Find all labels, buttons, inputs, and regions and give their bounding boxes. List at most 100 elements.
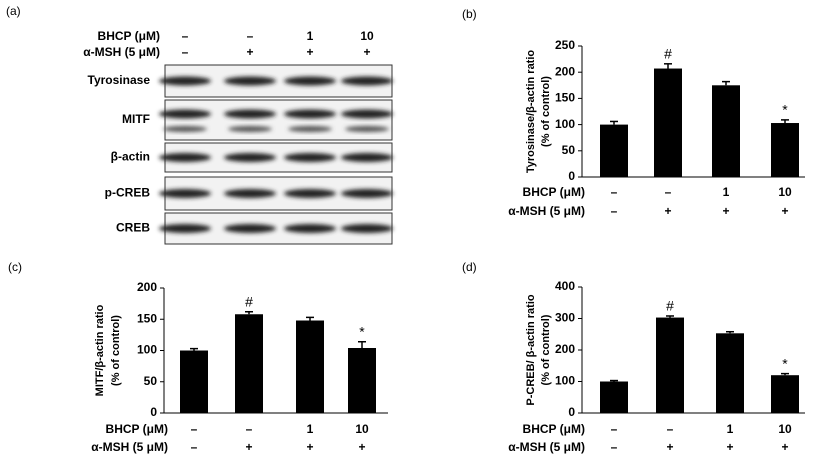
blot-band bbox=[341, 189, 393, 198]
treatment-value: + bbox=[246, 45, 253, 59]
panel-label: (d) bbox=[462, 260, 477, 274]
blot-band bbox=[284, 153, 336, 162]
treatment-value: 10 bbox=[360, 29, 374, 43]
treatment-value: 1 bbox=[723, 185, 730, 199]
blot-box bbox=[164, 99, 393, 141]
treatment-label: BHCP (μM) bbox=[523, 422, 585, 436]
y-tick-label: 200 bbox=[555, 64, 575, 78]
blot-band bbox=[163, 126, 207, 132]
treatment-value: – bbox=[611, 422, 618, 436]
bar bbox=[235, 314, 263, 413]
blot-band bbox=[159, 109, 211, 119]
band-label: MITF bbox=[122, 112, 150, 126]
treatment-label: α-MSH (5 μM) bbox=[508, 204, 585, 218]
treatment-value: – bbox=[191, 422, 198, 436]
panel-label: (c) bbox=[8, 260, 22, 274]
blot-band bbox=[224, 109, 276, 119]
significance-marker: * bbox=[782, 102, 788, 118]
y-tick-label: 0 bbox=[568, 169, 575, 183]
significance-marker: # bbox=[664, 46, 672, 62]
treatment-label: α-MSH (5 μM) bbox=[91, 440, 168, 454]
bar bbox=[771, 375, 799, 413]
treatment-value: 1 bbox=[727, 422, 734, 436]
blot-band bbox=[284, 109, 336, 119]
treatment-value: 10 bbox=[778, 422, 792, 436]
treatment-value: – bbox=[246, 422, 253, 436]
band-label: β-actin bbox=[111, 150, 150, 164]
treatment-value: + bbox=[664, 204, 671, 218]
y-tick-label: 0 bbox=[568, 405, 575, 419]
treatment-value: – bbox=[665, 185, 672, 199]
treatment-value: + bbox=[726, 440, 733, 454]
blot-band bbox=[224, 153, 276, 162]
blot-band bbox=[284, 76, 336, 86]
treatment-value: + bbox=[245, 440, 252, 454]
treatment-value: – bbox=[667, 422, 674, 436]
treatment-value: – bbox=[611, 185, 618, 199]
y-axis-label: (% of control) bbox=[110, 315, 122, 386]
blot-band bbox=[224, 76, 276, 86]
y-axis-label: Tyrosinase/β-actin ratio bbox=[525, 50, 537, 174]
blot-band bbox=[288, 126, 332, 132]
band-label: p-CREB bbox=[105, 186, 151, 200]
treatment-label: BHCP (μM) bbox=[98, 29, 160, 43]
treatment-label: BHCP (μM) bbox=[523, 185, 585, 199]
y-axis-label: MITF/β-actin ratio bbox=[94, 304, 106, 396]
y-axis-label: (% of control) bbox=[540, 76, 552, 147]
blot-band bbox=[341, 109, 393, 119]
panel-label: (b) bbox=[462, 7, 477, 21]
blot-band bbox=[228, 126, 272, 132]
significance-marker: # bbox=[666, 298, 674, 314]
blot-band bbox=[345, 126, 389, 132]
bar bbox=[600, 381, 628, 413]
y-tick-label: 400 bbox=[555, 279, 575, 293]
blot-band bbox=[224, 189, 276, 198]
treatment-value: + bbox=[306, 45, 313, 59]
bar bbox=[712, 85, 740, 177]
treatment-value: – bbox=[182, 45, 189, 59]
y-tick-label: 200 bbox=[555, 342, 575, 356]
y-tick-label: 300 bbox=[555, 311, 575, 325]
bar bbox=[600, 124, 628, 177]
treatment-value: – bbox=[182, 29, 189, 43]
treatment-value: + bbox=[363, 45, 370, 59]
blot-band bbox=[159, 189, 211, 198]
treatment-value: + bbox=[666, 440, 673, 454]
band-label: Tyrosinase bbox=[88, 73, 151, 87]
blot-band bbox=[159, 76, 211, 86]
band-label: CREB bbox=[116, 221, 150, 235]
significance-marker: # bbox=[245, 293, 253, 309]
y-tick-label: 150 bbox=[555, 91, 575, 105]
blot-band bbox=[159, 224, 211, 233]
y-tick-label: 200 bbox=[137, 280, 157, 294]
y-axis-label: (% of control) bbox=[540, 314, 552, 385]
y-tick-label: 100 bbox=[137, 343, 157, 357]
bar bbox=[296, 320, 324, 413]
treatment-value: – bbox=[247, 29, 254, 43]
bar bbox=[656, 317, 684, 413]
y-axis-label: P-CREB/ β-actin ratio bbox=[525, 294, 537, 406]
treatment-value: + bbox=[358, 440, 365, 454]
blot-band bbox=[159, 153, 211, 162]
bar bbox=[654, 68, 682, 177]
treatment-value: + bbox=[781, 440, 788, 454]
bar bbox=[180, 350, 208, 413]
bar bbox=[348, 348, 376, 413]
blot-band bbox=[341, 224, 393, 233]
blot-band bbox=[224, 224, 276, 233]
treatment-label: BHCP (μM) bbox=[106, 422, 168, 436]
treatment-value: + bbox=[722, 204, 729, 218]
treatment-label: α-MSH (5 μM) bbox=[508, 440, 585, 454]
treatment-value: – bbox=[611, 440, 618, 454]
treatment-value: 10 bbox=[778, 185, 792, 199]
y-tick-label: 100 bbox=[555, 117, 575, 131]
treatment-value: 1 bbox=[307, 29, 314, 43]
blot-band bbox=[284, 224, 336, 233]
y-tick-label: 0 bbox=[150, 405, 157, 419]
bar bbox=[716, 333, 744, 413]
y-tick-label: 150 bbox=[137, 311, 157, 325]
significance-marker: * bbox=[782, 355, 788, 371]
y-tick-label: 50 bbox=[562, 143, 576, 157]
